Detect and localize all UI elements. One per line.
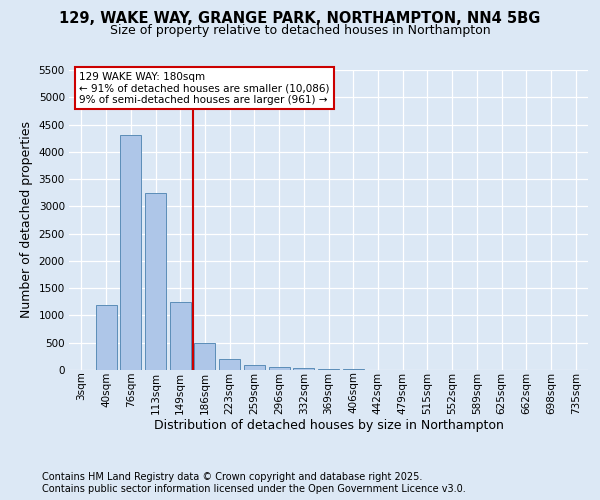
Text: Size of property relative to detached houses in Northampton: Size of property relative to detached ho… — [110, 24, 490, 37]
Text: Contains public sector information licensed under the Open Government Licence v3: Contains public sector information licen… — [42, 484, 466, 494]
Bar — [170, 302, 191, 370]
Bar — [194, 342, 215, 370]
Text: Contains HM Land Registry data © Crown copyright and database right 2025.: Contains HM Land Registry data © Crown c… — [42, 472, 422, 482]
X-axis label: Distribution of detached houses by size in Northampton: Distribution of detached houses by size … — [154, 419, 503, 432]
Bar — [219, 359, 240, 370]
Bar — [244, 365, 265, 370]
Y-axis label: Number of detached properties: Number of detached properties — [20, 122, 33, 318]
Text: 129 WAKE WAY: 180sqm
← 91% of detached houses are smaller (10,086)
9% of semi-de: 129 WAKE WAY: 180sqm ← 91% of detached h… — [79, 72, 330, 104]
Bar — [120, 136, 141, 370]
Bar — [293, 368, 314, 370]
Bar — [145, 192, 166, 370]
Bar — [95, 304, 116, 370]
Bar — [269, 367, 290, 370]
Text: 129, WAKE WAY, GRANGE PARK, NORTHAMPTON, NN4 5BG: 129, WAKE WAY, GRANGE PARK, NORTHAMPTON,… — [59, 11, 541, 26]
Bar — [318, 369, 339, 370]
